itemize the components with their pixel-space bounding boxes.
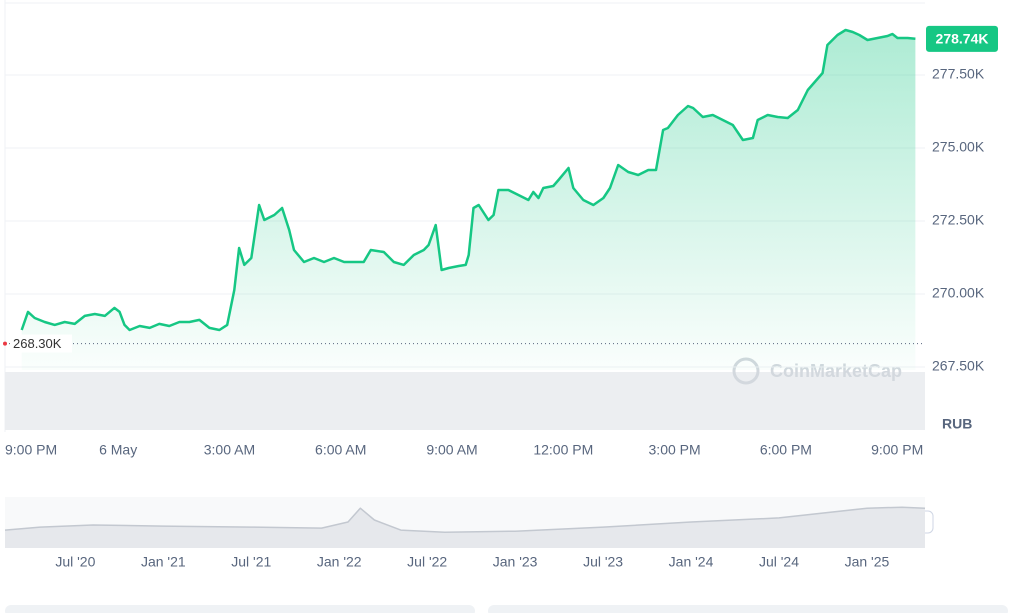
x-tick-label: 6:00 AM bbox=[315, 442, 366, 458]
x-tick-label: 3:00 AM bbox=[204, 442, 255, 458]
y-tick-label: 270.00K bbox=[932, 285, 985, 301]
price-line bbox=[4, 506, 926, 533]
y-tick-label: 277.50K bbox=[932, 66, 985, 82]
y-tick-label: 272.50K bbox=[932, 212, 985, 228]
x-tick-label: Jan '25 bbox=[845, 554, 890, 570]
footer-block bbox=[488, 605, 1008, 613]
x-tick-label: 6 May bbox=[99, 442, 137, 458]
x-tick-label: Jan '21 bbox=[141, 554, 186, 570]
x-tick-label: Jan '24 bbox=[669, 554, 714, 570]
x-tick-label: 9:00 AM bbox=[426, 442, 477, 458]
reference-label: 268.30K bbox=[13, 336, 62, 351]
x-tick-label: 9:00 PM bbox=[871, 442, 923, 458]
x-tick-label: Jan '23 bbox=[493, 554, 538, 570]
reference-dot bbox=[3, 341, 7, 346]
footer-block bbox=[5, 605, 475, 613]
price-badge bbox=[926, 25, 998, 52]
x-tick-label: 12:00 PM bbox=[533, 442, 593, 458]
price-line bbox=[20, 28, 916, 332]
y-tick-label: 267.50K bbox=[932, 358, 985, 374]
area-fill bbox=[5, 507, 925, 548]
currency: RUB bbox=[942, 416, 972, 432]
x-tick-label: 3:00 PM bbox=[649, 442, 701, 458]
x-tick-label: Jul '20 bbox=[55, 554, 95, 570]
area-fill bbox=[21, 30, 916, 370]
x-tick-label: Jul '21 bbox=[231, 554, 271, 570]
reference-bg bbox=[10, 334, 72, 353]
y-tick-label: 275.00K bbox=[932, 139, 985, 155]
x-tick-label: Jul '22 bbox=[407, 554, 447, 570]
x-tick-label: Jul '23 bbox=[583, 554, 623, 570]
x-tick-label: Jan '22 bbox=[317, 554, 362, 570]
volume-band bbox=[5, 372, 925, 430]
x-tick-label: 6:00 PM bbox=[760, 442, 812, 458]
x-tick-label: Jul '24 bbox=[759, 554, 799, 570]
price-badge-label: 278.74K bbox=[936, 31, 989, 47]
x-tick-label: 9:00 PM bbox=[5, 442, 57, 458]
